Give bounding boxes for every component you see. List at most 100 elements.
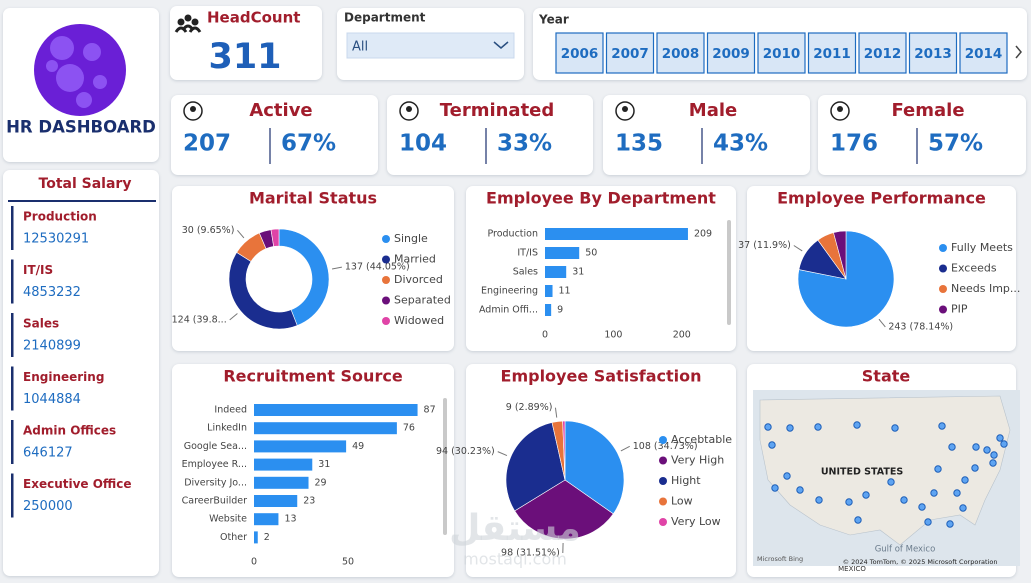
chart-title: Employee Satisfaction [501, 367, 702, 386]
scrollbar[interactable] [727, 220, 731, 325]
leader-line [331, 266, 342, 270]
year-label[interactable]: 2011 [813, 46, 851, 62]
year-button[interactable] [656, 32, 705, 74]
map-point[interactable] [990, 451, 998, 459]
map-point[interactable] [959, 504, 967, 512]
kpi-label: Active [249, 100, 312, 121]
scroll-arrow[interactable] [1015, 45, 1022, 59]
map-point[interactable] [771, 484, 779, 492]
kpi-icon [830, 101, 850, 121]
map-point[interactable] [786, 424, 794, 432]
data-label: 31 [572, 267, 584, 278]
legend-swatch [659, 497, 667, 506]
year-label[interactable]: 2007 [611, 46, 649, 62]
legend-label: Accebtable [671, 433, 732, 446]
salary-accent [11, 420, 14, 464]
year-button[interactable] [605, 32, 655, 74]
year-button[interactable] [807, 32, 857, 74]
dropdown-chevron[interactable] [493, 41, 509, 49]
map-point[interactable] [983, 446, 991, 454]
salary-dept: Sales [23, 317, 59, 331]
data-label: 98 (31.51%) [501, 547, 560, 558]
year-button[interactable] [555, 32, 604, 74]
map-point[interactable] [972, 443, 980, 451]
chart-title: Employee Performance [777, 189, 986, 208]
people-icon [191, 18, 199, 26]
map-point[interactable] [996, 434, 1004, 442]
map-point[interactable] [862, 491, 870, 499]
dropdown-value[interactable]: All [352, 40, 368, 55]
people-icon [174, 24, 202, 33]
map-point[interactable] [1000, 440, 1008, 448]
map-point[interactable] [783, 472, 791, 480]
year-label[interactable]: 2010 [763, 46, 801, 62]
year-label[interactable]: 2009 [712, 46, 750, 62]
map-point[interactable] [930, 489, 938, 497]
year-button[interactable] [959, 32, 1008, 74]
map-point[interactable] [900, 496, 908, 504]
year-label[interactable]: 2008 [662, 46, 700, 62]
headcount-label: HeadCount [207, 9, 300, 27]
dropdown[interactable] [346, 32, 515, 59]
leader-line [878, 318, 886, 328]
year-label[interactable]: 2012 [864, 46, 902, 62]
year-button[interactable] [757, 32, 806, 74]
map-point[interactable] [953, 489, 961, 497]
legend-swatch [939, 264, 947, 273]
bar [254, 422, 397, 435]
bar [254, 495, 298, 507]
kpi-percent: 57% [928, 131, 983, 157]
kpi-label: Female [891, 100, 964, 121]
salary-accent [11, 473, 14, 518]
map-point[interactable] [768, 441, 776, 449]
chart-title: Employee By Department [486, 189, 716, 208]
watermark: mostaql.com [463, 550, 567, 569]
year-button[interactable] [858, 32, 907, 74]
map-point[interactable] [989, 459, 997, 467]
map-point[interactable] [971, 464, 979, 472]
map-point[interactable] [845, 498, 853, 506]
scrollbar[interactable] [443, 398, 447, 535]
kpi-count: 104 [399, 131, 447, 157]
year-button[interactable] [706, 32, 756, 74]
data-label: 108 (34.73%) [633, 441, 698, 452]
map-point[interactable] [924, 518, 932, 526]
kpi-label: Male [689, 100, 737, 121]
map-point[interactable] [934, 465, 942, 473]
category-label: Other [220, 532, 247, 543]
map-point[interactable] [891, 424, 899, 432]
map-point[interactable] [948, 443, 956, 451]
year-button[interactable] [908, 32, 958, 74]
slicer-label: Year [538, 13, 569, 27]
map-point[interactable] [796, 486, 804, 494]
chart-title: State [862, 367, 911, 386]
card [603, 95, 810, 175]
salary-accent [11, 259, 14, 304]
map-point[interactable] [946, 520, 954, 528]
legend-swatch [659, 456, 667, 465]
map-credit: © 2024 TomTom, © 2025 Microsoft Corporat… [843, 558, 998, 566]
year-label[interactable]: 2013 [914, 46, 952, 62]
year-label[interactable]: 2006 [561, 46, 599, 62]
x-tick-label: 50 [342, 557, 354, 568]
card [172, 364, 454, 577]
map-point[interactable] [887, 478, 895, 486]
map-point[interactable] [814, 423, 822, 431]
year-label[interactable]: 2014 [965, 46, 1003, 62]
salary-dept: IT/IS [23, 263, 53, 277]
map-country: UNITED STATES [821, 467, 904, 478]
data-label: 23 [303, 496, 315, 507]
x-tick-label: 200 [673, 330, 691, 341]
map-point[interactable] [764, 423, 772, 431]
map-point[interactable] [961, 476, 969, 484]
pie-slice [562, 420, 566, 481]
kpi-icon [399, 101, 419, 121]
category-label: Website [209, 514, 247, 525]
leader-line [237, 230, 245, 239]
map-point[interactable] [815, 496, 823, 504]
map-point[interactable] [854, 516, 862, 524]
map-point[interactable] [938, 422, 946, 430]
map-point[interactable] [918, 503, 926, 511]
map-point[interactable] [853, 421, 861, 429]
card [171, 95, 378, 175]
